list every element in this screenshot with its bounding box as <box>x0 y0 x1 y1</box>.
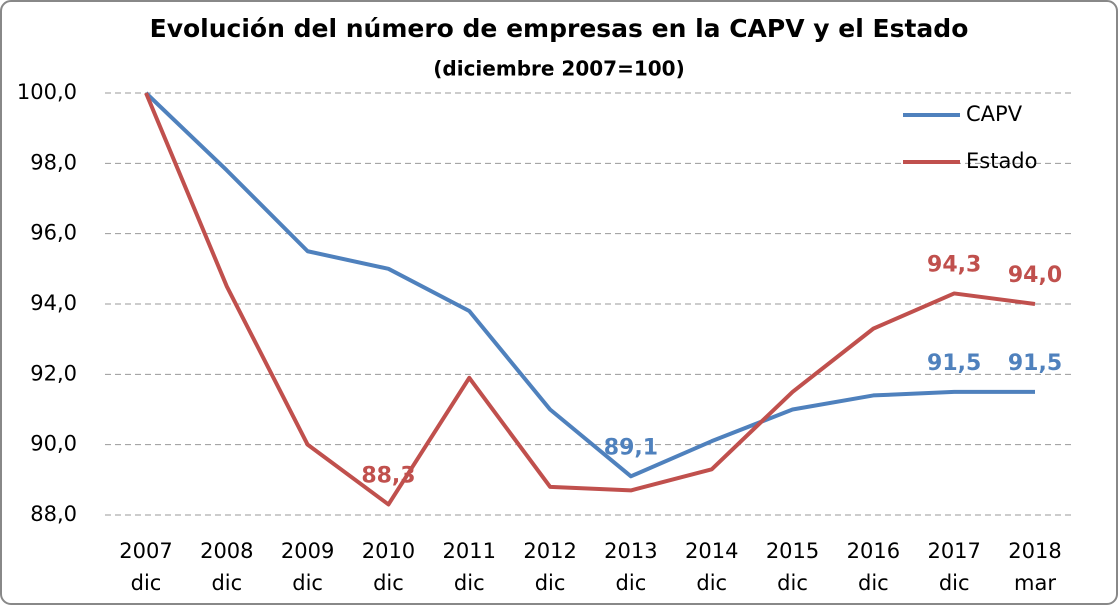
y-tick-label: 96,0 <box>30 221 77 245</box>
legend-label: CAPV <box>966 102 1023 126</box>
x-tick-label: dic <box>858 571 889 595</box>
data-label: 89,1 <box>604 435 658 460</box>
chart-subtitle: (diciembre 2007=100) <box>433 57 684 81</box>
y-tick-label: 88,0 <box>30 502 77 526</box>
data-label: 94,3 <box>927 252 981 277</box>
x-tick-label: 2018 <box>1008 539 1061 563</box>
x-tick-label: dic <box>211 571 242 595</box>
x-tick-label: mar <box>1014 571 1056 595</box>
x-tick-label: dic <box>696 571 727 595</box>
x-tick-label: dic <box>373 571 404 595</box>
x-tick-label: 2009 <box>281 539 334 563</box>
data-label: 94,0 <box>1008 263 1062 288</box>
data-label: 91,5 <box>927 351 981 376</box>
data-label: 91,5 <box>1008 351 1062 376</box>
y-tick-label: 92,0 <box>30 361 77 385</box>
y-tick-label: 100,0 <box>17 80 77 104</box>
x-tick-label: 2016 <box>847 539 900 563</box>
x-tick-label: 2008 <box>200 539 253 563</box>
series-line <box>144 91 1035 479</box>
x-tick-label: 2010 <box>362 539 415 563</box>
x-tick-label: dic <box>777 571 808 595</box>
x-tick-label: 2012 <box>523 539 576 563</box>
x-tick-label: dic <box>939 571 970 595</box>
x-tick-label: dic <box>131 571 162 595</box>
legend-label: Estado <box>966 149 1038 173</box>
x-tick-label: dic <box>616 571 647 595</box>
x-tick-label: dic <box>454 571 485 595</box>
y-tick-label: 90,0 <box>30 432 77 456</box>
x-tick-label: 2015 <box>766 539 819 563</box>
y-tick-label: 98,0 <box>30 150 77 174</box>
x-tick-label: dic <box>535 571 566 595</box>
data-label: 88,3 <box>361 463 415 488</box>
x-tick-label: 2007 <box>119 539 172 563</box>
chart-title: Evolución del número de empresas en la C… <box>150 14 969 43</box>
series-line <box>144 92 1036 507</box>
x-tick-label: 2017 <box>927 539 980 563</box>
x-tick-label: dic <box>292 571 323 595</box>
y-tick-label: 94,0 <box>30 291 77 315</box>
x-tick-label: 2014 <box>685 539 738 563</box>
x-tick-label: 2011 <box>443 539 496 563</box>
x-tick-label: 2013 <box>604 539 657 563</box>
